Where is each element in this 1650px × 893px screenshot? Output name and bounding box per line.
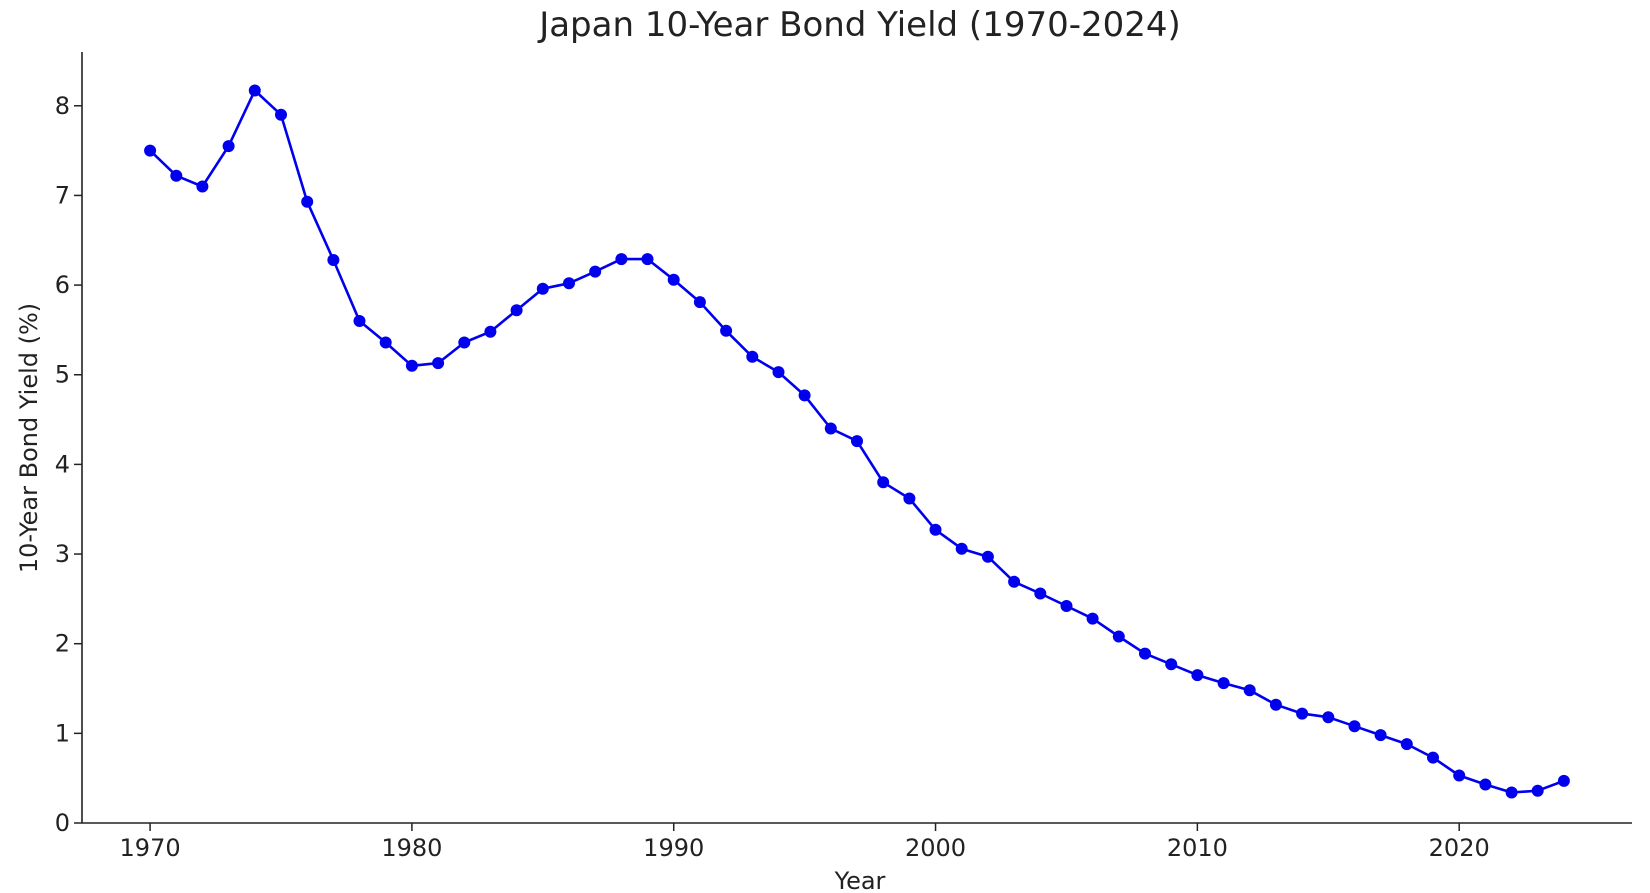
data-point bbox=[170, 169, 183, 182]
data-point bbox=[1217, 677, 1230, 690]
data-point bbox=[1269, 698, 1282, 711]
data-point bbox=[405, 359, 418, 372]
data-point bbox=[196, 180, 209, 193]
data-point bbox=[1400, 738, 1413, 751]
data-point bbox=[1112, 630, 1125, 643]
chart-title: Japan 10-Year Bond Yield (1970-2024) bbox=[537, 5, 1181, 45]
x-tick-label: 1980 bbox=[381, 834, 442, 862]
data-point bbox=[981, 550, 994, 563]
y-axis-ticks: 0 1 2 3 4 5 6 7 8 bbox=[55, 92, 82, 837]
x-tick-label: 2020 bbox=[1429, 834, 1490, 862]
data-point bbox=[510, 304, 523, 317]
y-tick-label: 6 bbox=[55, 271, 70, 299]
data-point bbox=[589, 265, 602, 278]
data-point bbox=[275, 108, 287, 121]
data-point bbox=[1453, 769, 1466, 782]
data-point bbox=[432, 357, 445, 370]
data-point bbox=[1034, 587, 1047, 600]
y-tick-label: 4 bbox=[55, 450, 70, 478]
data-point bbox=[1374, 729, 1387, 742]
data-point bbox=[536, 282, 549, 295]
data-point bbox=[877, 476, 890, 489]
data-point bbox=[222, 140, 235, 153]
x-tick-label: 1990 bbox=[643, 834, 704, 862]
y-tick-label: 2 bbox=[55, 630, 70, 658]
y-tick-label: 8 bbox=[55, 92, 70, 120]
axes bbox=[81, 52, 1632, 824]
data-point bbox=[1060, 600, 1073, 612]
data-point bbox=[1008, 575, 1021, 588]
data-point bbox=[1505, 786, 1518, 799]
data-point bbox=[1139, 647, 1151, 660]
data-point bbox=[301, 195, 314, 208]
data-point bbox=[851, 435, 863, 448]
data-point bbox=[955, 542, 968, 555]
x-axis-ticks: 1970 1980 1990 2000 2010 2020 bbox=[120, 823, 1490, 862]
data-point bbox=[144, 144, 157, 157]
data-point bbox=[772, 366, 785, 379]
data-point bbox=[746, 350, 759, 363]
data-series bbox=[144, 84, 1570, 799]
data-point bbox=[248, 84, 261, 97]
data-point bbox=[615, 253, 628, 266]
data-point bbox=[667, 273, 680, 286]
data-point bbox=[1191, 669, 1204, 682]
x-tick-label: 2000 bbox=[905, 834, 966, 862]
data-point bbox=[379, 336, 392, 349]
data-point bbox=[1557, 774, 1570, 787]
data-point bbox=[353, 315, 366, 327]
data-point bbox=[693, 296, 706, 309]
data-point bbox=[563, 277, 575, 290]
data-point bbox=[824, 422, 837, 435]
x-tick-label: 1970 bbox=[120, 834, 181, 862]
y-tick-label: 3 bbox=[55, 540, 70, 568]
data-point bbox=[1296, 707, 1309, 720]
data-point bbox=[1243, 684, 1256, 697]
data-point bbox=[903, 492, 916, 505]
data-point bbox=[720, 324, 733, 337]
data-point bbox=[1322, 711, 1335, 724]
y-tick-label: 5 bbox=[55, 361, 70, 389]
data-point bbox=[484, 325, 497, 338]
data-point bbox=[1479, 778, 1492, 791]
data-point bbox=[1165, 658, 1178, 671]
data-point bbox=[641, 253, 654, 266]
data-point bbox=[1348, 720, 1361, 733]
x-axis-title: Year bbox=[834, 867, 886, 893]
data-point bbox=[327, 254, 340, 266]
data-point bbox=[458, 336, 471, 349]
y-tick-label: 0 bbox=[55, 809, 70, 837]
data-point bbox=[1427, 751, 1439, 764]
data-point bbox=[1086, 612, 1099, 625]
x-tick-label: 2010 bbox=[1167, 834, 1228, 862]
y-tick-label: 7 bbox=[55, 181, 70, 209]
y-axis-title: 10-Year Bond Yield (%) bbox=[15, 303, 43, 573]
data-point bbox=[798, 389, 811, 402]
y-tick-label: 1 bbox=[55, 719, 70, 747]
data-point bbox=[929, 523, 942, 536]
data-point bbox=[1531, 784, 1544, 797]
